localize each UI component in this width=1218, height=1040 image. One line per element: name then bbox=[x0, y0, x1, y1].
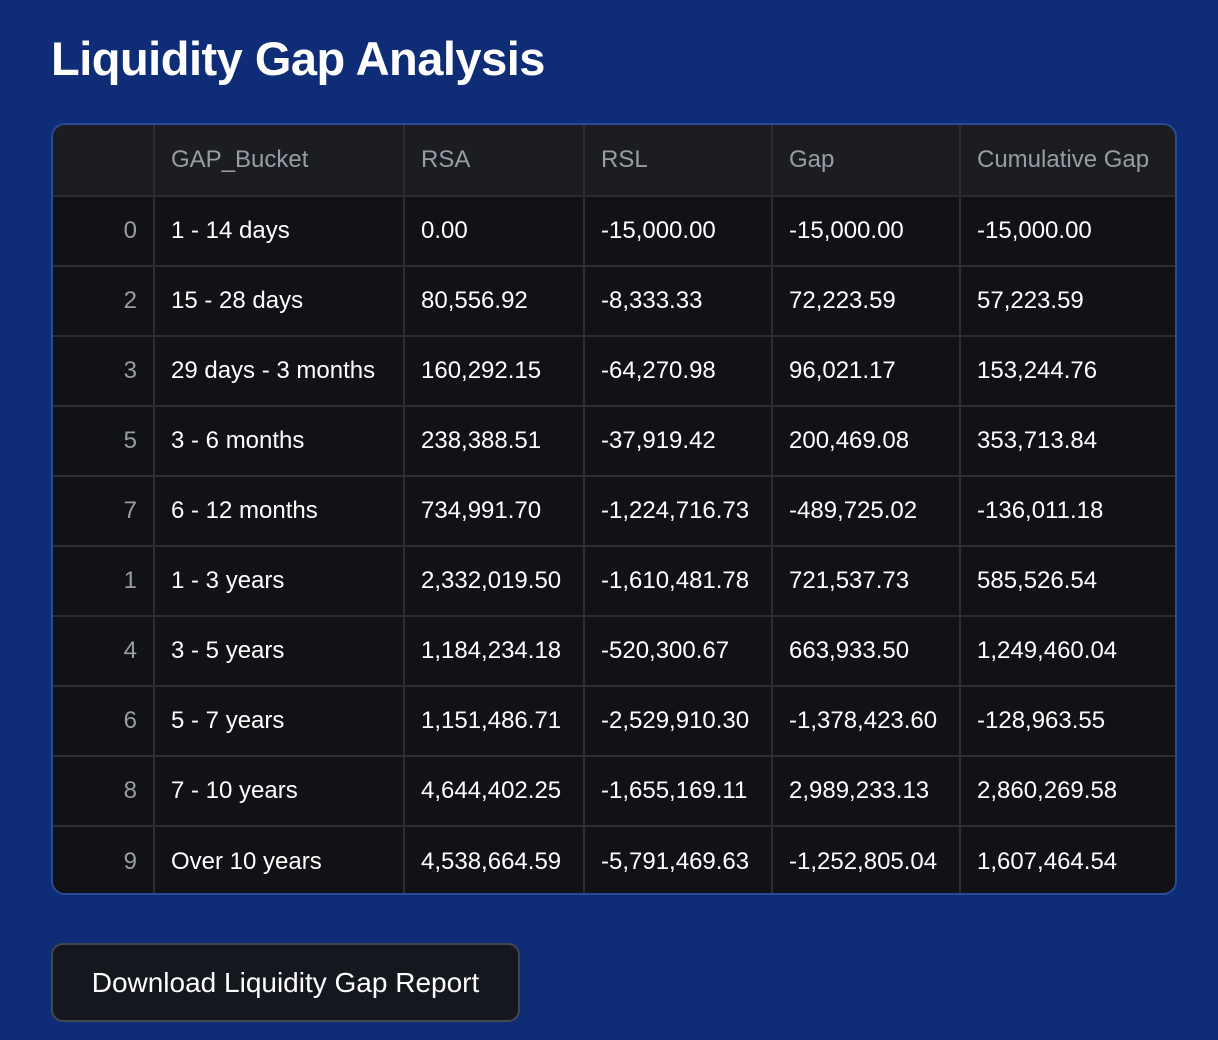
cell-rsl[interactable]: -2,529,910.30 bbox=[584, 686, 773, 757]
cell-rsa[interactable]: 1,151,486.71 bbox=[404, 686, 585, 757]
cell-cumulative-gap[interactable]: -15,000.00 bbox=[960, 196, 1175, 267]
cell-gap-bucket[interactable]: 6 - 12 months bbox=[154, 476, 405, 547]
column-header-cumulative-gap[interactable]: Cumulative Gap bbox=[960, 125, 1175, 197]
cell-rsl[interactable]: -5,791,469.63 bbox=[584, 826, 773, 893]
cell-cumulative-gap[interactable]: 2,860,269.58 bbox=[960, 756, 1175, 827]
cell-gap[interactable]: 72,223.59 bbox=[772, 266, 961, 337]
table-row: 8 7 - 10 years 4,644,402.25 -1,655,169.1… bbox=[53, 756, 1175, 827]
table-row: 7 6 - 12 months 734,991.70 -1,224,716.73… bbox=[53, 476, 1175, 547]
cell-cumulative-gap[interactable]: 57,223.59 bbox=[960, 266, 1175, 337]
cell-gap[interactable]: 96,021.17 bbox=[772, 336, 961, 407]
cell-gap-bucket[interactable]: 29 days - 3 months bbox=[154, 336, 405, 407]
cell-cumulative-gap[interactable]: 353,713.84 bbox=[960, 406, 1175, 477]
header-row: GAP_Bucket RSA RSL Gap Cumulative Gap bbox=[53, 125, 1175, 197]
cell-gap[interactable]: -489,725.02 bbox=[772, 476, 961, 547]
cell-gap[interactable]: -1,252,805.04 bbox=[772, 826, 961, 893]
table-row: 1 1 - 3 years 2,332,019.50 -1,610,481.78… bbox=[53, 546, 1175, 617]
cell-gap[interactable]: 200,469.08 bbox=[772, 406, 961, 477]
column-header-rsl[interactable]: RSL bbox=[584, 125, 773, 197]
cell-rsa[interactable]: 2,332,019.50 bbox=[404, 546, 585, 617]
row-index[interactable]: 0 bbox=[53, 196, 155, 267]
download-report-button[interactable]: Download Liquidity Gap Report bbox=[51, 943, 520, 1022]
column-header-gap-bucket[interactable]: GAP_Bucket bbox=[154, 125, 405, 197]
column-header-rsa[interactable]: RSA bbox=[404, 125, 585, 197]
cell-rsl[interactable]: -37,919.42 bbox=[584, 406, 773, 477]
cell-cumulative-gap[interactable]: 153,244.76 bbox=[960, 336, 1175, 407]
cell-cumulative-gap[interactable]: -136,011.18 bbox=[960, 476, 1175, 547]
cell-rsa[interactable]: 734,991.70 bbox=[404, 476, 585, 547]
cell-rsl[interactable]: -1,610,481.78 bbox=[584, 546, 773, 617]
cell-cumulative-gap[interactable]: 1,607,464.54 bbox=[960, 826, 1175, 893]
cell-gap[interactable]: 663,933.50 bbox=[772, 616, 961, 687]
row-index[interactable]: 1 bbox=[53, 546, 155, 617]
cell-gap[interactable]: -1,378,423.60 bbox=[772, 686, 961, 757]
cell-cumulative-gap[interactable]: -128,963.55 bbox=[960, 686, 1175, 757]
cell-gap-bucket[interactable]: Over 10 years bbox=[154, 826, 405, 893]
cell-cumulative-gap[interactable]: 1,249,460.04 bbox=[960, 616, 1175, 687]
cell-cumulative-gap[interactable]: 585,526.54 bbox=[960, 546, 1175, 617]
row-index[interactable]: 6 bbox=[53, 686, 155, 757]
page-title: Liquidity Gap Analysis bbox=[51, 32, 545, 85]
row-index[interactable]: 7 bbox=[53, 476, 155, 547]
cell-gap-bucket[interactable]: 7 - 10 years bbox=[154, 756, 405, 827]
row-index[interactable]: 5 bbox=[53, 406, 155, 477]
table-row: 5 3 - 6 months 238,388.51 -37,919.42 200… bbox=[53, 406, 1175, 477]
table-row: 4 3 - 5 years 1,184,234.18 -520,300.67 6… bbox=[53, 616, 1175, 687]
row-index[interactable]: 8 bbox=[53, 756, 155, 827]
table-header: GAP_Bucket RSA RSL Gap Cumulative Gap bbox=[53, 125, 1175, 197]
row-index[interactable]: 3 bbox=[53, 336, 155, 407]
cell-rsl[interactable]: -8,333.33 bbox=[584, 266, 773, 337]
cell-rsa[interactable]: 4,644,402.25 bbox=[404, 756, 585, 827]
table-row: 6 5 - 7 years 1,151,486.71 -2,529,910.30… bbox=[53, 686, 1175, 757]
table-row: 9 Over 10 years 4,538,664.59 -5,791,469.… bbox=[53, 826, 1175, 893]
cell-rsa[interactable]: 0.00 bbox=[404, 196, 585, 267]
table-row: 2 15 - 28 days 80,556.92 -8,333.33 72,22… bbox=[53, 266, 1175, 337]
cell-gap-bucket[interactable]: 5 - 7 years bbox=[154, 686, 405, 757]
cell-gap-bucket[interactable]: 3 - 6 months bbox=[154, 406, 405, 477]
row-index[interactable]: 9 bbox=[53, 826, 155, 893]
data-table: GAP_Bucket RSA RSL Gap Cumulative Gap 0 … bbox=[53, 125, 1175, 893]
cell-rsl[interactable]: -64,270.98 bbox=[584, 336, 773, 407]
cell-gap-bucket[interactable]: 1 - 14 days bbox=[154, 196, 405, 267]
cell-rsa[interactable]: 1,184,234.18 bbox=[404, 616, 585, 687]
cell-gap-bucket[interactable]: 1 - 3 years bbox=[154, 546, 405, 617]
cell-rsl[interactable]: -1,224,716.73 bbox=[584, 476, 773, 547]
liquidity-gap-table[interactable]: GAP_Bucket RSA RSL Gap Cumulative Gap 0 … bbox=[51, 123, 1177, 895]
table-row: 3 29 days - 3 months 160,292.15 -64,270.… bbox=[53, 336, 1175, 407]
cell-rsa[interactable]: 160,292.15 bbox=[404, 336, 585, 407]
cell-gap[interactable]: 2,989,233.13 bbox=[772, 756, 961, 827]
cell-rsa[interactable]: 238,388.51 bbox=[404, 406, 585, 477]
cell-rsl[interactable]: -1,655,169.11 bbox=[584, 756, 773, 827]
row-index[interactable]: 4 bbox=[53, 616, 155, 687]
table-body: 0 1 - 14 days 0.00 -15,000.00 -15,000.00… bbox=[53, 196, 1175, 893]
cell-gap-bucket[interactable]: 15 - 28 days bbox=[154, 266, 405, 337]
cell-rsa[interactable]: 80,556.92 bbox=[404, 266, 585, 337]
cell-gap-bucket[interactable]: 3 - 5 years bbox=[154, 616, 405, 687]
cell-rsl[interactable]: -15,000.00 bbox=[584, 196, 773, 267]
cell-rsa[interactable]: 4,538,664.59 bbox=[404, 826, 585, 893]
row-index[interactable]: 2 bbox=[53, 266, 155, 337]
cell-rsl[interactable]: -520,300.67 bbox=[584, 616, 773, 687]
cell-gap[interactable]: 721,537.73 bbox=[772, 546, 961, 617]
cell-gap[interactable]: -15,000.00 bbox=[772, 196, 961, 267]
table-row: 0 1 - 14 days 0.00 -15,000.00 -15,000.00… bbox=[53, 196, 1175, 267]
column-header-index[interactable] bbox=[53, 125, 155, 197]
column-header-gap[interactable]: Gap bbox=[772, 125, 961, 197]
